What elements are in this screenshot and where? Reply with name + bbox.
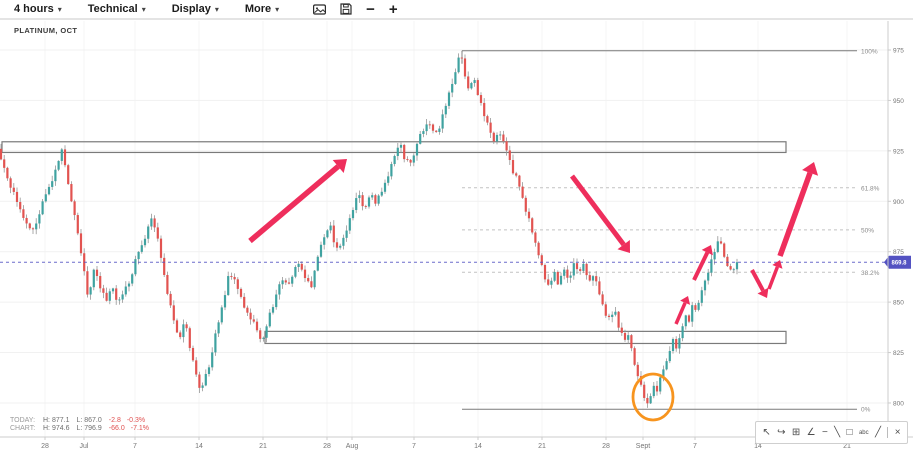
annotation-ellipse xyxy=(631,372,675,422)
display-menu[interactable]: Display ▾ xyxy=(172,3,219,15)
svg-text:0%: 0% xyxy=(861,407,871,414)
symbol-label: PLATINUM, OCT xyxy=(14,26,78,35)
candles-layer xyxy=(0,52,739,408)
fib-retracement: 100% 61.8% 50% 38.2% 0% xyxy=(461,48,880,414)
legend-low: L: 867.0 xyxy=(76,417,102,424)
legend-change-pct: -7.1% xyxy=(130,425,150,432)
legend-low: L: 796.9 xyxy=(76,425,102,432)
cursor-icon[interactable]: ↖ xyxy=(762,426,771,438)
svg-text:800: 800 xyxy=(893,400,904,407)
trendline-icon[interactable]: ╲ xyxy=(834,426,841,438)
close-icon[interactable]: × xyxy=(894,426,901,438)
grid-icon[interactable]: ⊞ xyxy=(791,426,801,438)
svg-text:14: 14 xyxy=(754,443,762,450)
svg-text:875: 875 xyxy=(893,249,904,256)
svg-text:100%: 100% xyxy=(861,48,878,55)
svg-text:7: 7 xyxy=(133,443,137,450)
svg-text:61.8%: 61.8% xyxy=(861,185,880,192)
ohlc-legend: TODAY: H: 877.1 L: 867.0 -2.8 -0.3% CHAR… xyxy=(10,417,155,433)
legend-row-chart: CHART: H: 974.6 L: 796.9 -66.0 -7.1% xyxy=(10,425,155,433)
top-toolbar: 4 hours ▾ Technical ▾ Display ▾ More ▾ − xyxy=(0,0,913,20)
chevron-down-icon: ▾ xyxy=(214,4,219,14)
legend-change: -66.0 xyxy=(108,425,125,432)
timeframe-menu[interactable]: 4 hours ▾ xyxy=(14,3,62,15)
price-zones xyxy=(1,141,787,345)
zoom-in-button[interactable]: + xyxy=(388,0,398,18)
svg-text:38.2%: 38.2% xyxy=(861,270,880,277)
svg-text:28: 28 xyxy=(602,443,610,450)
drawing-toolbar: ↖ ↪ ⊞ ∠ − ╲ □ abc ╱ × xyxy=(755,421,908,444)
chevron-down-icon: ▾ xyxy=(57,4,62,14)
legend-change-pct: -0.3% xyxy=(126,417,146,424)
timeframe-label: 4 hours xyxy=(14,3,54,15)
svg-text:Sept: Sept xyxy=(636,443,650,450)
svg-text:28: 28 xyxy=(323,443,331,450)
svg-text:Aug: Aug xyxy=(346,443,359,450)
zoom-out-button[interactable]: − xyxy=(366,0,375,18)
svg-text:21: 21 xyxy=(843,443,851,450)
svg-text:28: 28 xyxy=(41,443,49,450)
legend-change: -2.8 xyxy=(108,417,121,424)
more-menu[interactable]: More ▾ xyxy=(245,3,279,15)
svg-text:850: 850 xyxy=(893,300,904,307)
chevron-down-icon: ▾ xyxy=(275,4,280,14)
more-label: More xyxy=(244,3,272,15)
svg-text:21: 21 xyxy=(538,443,546,450)
svg-text:Jul: Jul xyxy=(80,443,89,450)
svg-text:50%: 50% xyxy=(861,227,874,234)
legend-high: H: 877.1 xyxy=(43,417,70,424)
annotation-arrows xyxy=(248,159,819,325)
technical-label: Technical xyxy=(87,3,138,15)
svg-text:975: 975 xyxy=(893,48,904,55)
technical-menu[interactable]: Technical ▾ xyxy=(88,3,146,15)
display-label: Display xyxy=(171,3,211,15)
horizontal-line-icon[interactable]: − xyxy=(821,426,828,438)
svg-text:7: 7 xyxy=(412,443,416,450)
last-price-value: 869.8 xyxy=(891,260,907,266)
axes[interactable]: 975 950 925 900 875 850 825 800 28 Jul 7 14 21 28 Aug 7… xyxy=(0,21,913,450)
trend-angle-icon[interactable]: ∠ xyxy=(806,426,816,438)
pencil-icon[interactable]: ╱ xyxy=(874,426,882,438)
crosshair-icon[interactable]: ↪ xyxy=(777,426,786,438)
last-price-line: 869.8 xyxy=(0,255,911,269)
legend-high: H: 974.6 xyxy=(43,425,70,432)
snapshot-icon[interactable] xyxy=(313,3,327,15)
toolbar-divider xyxy=(887,427,889,438)
chevron-down-icon: ▾ xyxy=(141,4,146,14)
legend-name: CHART: xyxy=(10,425,36,432)
last-price-badge xyxy=(884,255,911,269)
svg-text:825: 825 xyxy=(893,350,904,357)
svg-text:14: 14 xyxy=(474,443,482,450)
grid-lines xyxy=(0,21,888,437)
svg-text:14: 14 xyxy=(195,443,203,450)
save-icon[interactable] xyxy=(340,3,352,15)
text-tool-icon[interactable]: abc xyxy=(858,429,869,436)
svg-text:21: 21 xyxy=(259,443,267,450)
svg-text:7: 7 xyxy=(693,443,697,450)
svg-text:950: 950 xyxy=(893,98,904,105)
rectangle-icon[interactable]: □ xyxy=(846,426,853,438)
svg-text:900: 900 xyxy=(893,199,904,206)
legend-row-today: TODAY: H: 877.1 L: 867.0 -2.8 -0.3% xyxy=(10,417,155,425)
legend-name: TODAY: xyxy=(10,417,36,424)
svg-text:925: 925 xyxy=(893,148,904,155)
